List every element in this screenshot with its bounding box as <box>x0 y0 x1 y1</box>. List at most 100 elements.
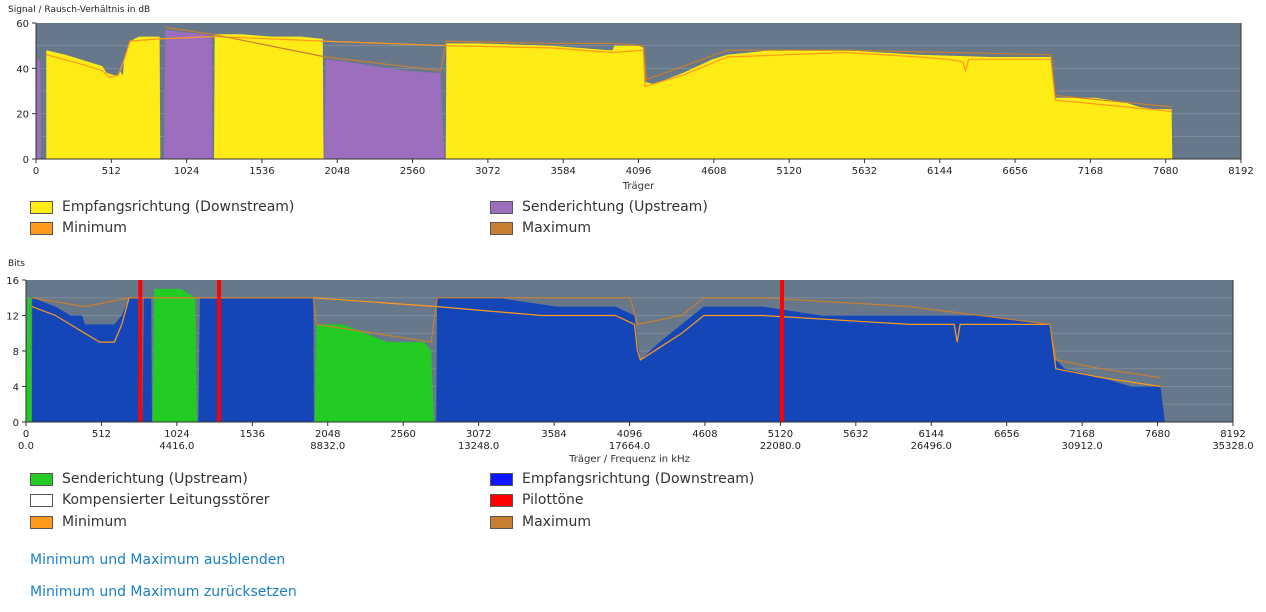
hide-minmax-link[interactable]: Minimum und Maximum ausblenden <box>30 552 286 568</box>
x-tick-label: 1536 <box>240 429 265 440</box>
freq-tick-label: 13248.0 <box>458 441 499 452</box>
x-tick-label: 7168 <box>1078 166 1103 177</box>
snr-legend-minimum-label: Minimum <box>62 220 127 236</box>
x-tick-label: 5632 <box>852 166 877 177</box>
pilot-tone-bar <box>779 280 784 422</box>
snr-legend-upstream-swatch <box>490 200 513 214</box>
series-line-3 <box>165 26 1172 108</box>
bits-legend-minimum: Minimum <box>30 513 127 531</box>
bits-legend-upstream-label: Senderichtung (Upstream) <box>62 471 248 487</box>
x-tick-label: 512 <box>92 429 111 440</box>
snr-legend-minimum-swatch <box>30 221 53 235</box>
freq-tick-label: 0.0 <box>18 441 34 452</box>
x-tick-label: 8192 <box>1220 429 1245 440</box>
snr-legend-maximum-label: Maximum <box>522 220 591 236</box>
y-tick-label: 0 <box>13 418 19 429</box>
x-tick-label: 4096 <box>626 166 651 177</box>
x-tick-label: 2560 <box>400 166 425 177</box>
x-tick-label: 2048 <box>325 166 350 177</box>
y-tick-label: 60 <box>16 19 29 30</box>
bits-legend-compensated-swatch <box>30 493 53 507</box>
x-tick-label: 0 <box>23 429 29 440</box>
x-tick-label: 3584 <box>541 429 566 440</box>
snr-legend-maximum-swatch <box>490 221 513 235</box>
pilot-tone-bar <box>217 280 222 422</box>
bits-legend-downstream: Empfangsrichtung (Downstream) <box>490 470 754 488</box>
x-tick-label: 6144 <box>927 166 952 177</box>
y-tick-label: 4 <box>13 383 19 394</box>
bits-legend-pilot-label: Pilottöne <box>522 492 584 508</box>
series-area-1 <box>36 29 445 159</box>
series-area-0 <box>46 34 1173 159</box>
freq-tick-label: 8832.0 <box>310 441 345 452</box>
x-tick-label: 512 <box>102 166 121 177</box>
x-tick-label: 2048 <box>315 429 340 440</box>
y-tick-label: 40 <box>16 64 29 75</box>
pilot-tone-bar <box>138 280 143 422</box>
y-tick-label: 8 <box>13 347 19 358</box>
y-tick-label: 12 <box>6 312 19 323</box>
x-tick-label: 4608 <box>701 166 726 177</box>
x-tick-label: 2560 <box>390 429 415 440</box>
bits-legend-maximum-label: Maximum <box>522 514 591 530</box>
snr-legend-maximum: Maximum <box>490 219 591 237</box>
bits-legend-maximum: Maximum <box>490 513 591 531</box>
reset-minmax-link[interactable]: Minimum und Maximum zurücksetzen <box>30 584 297 600</box>
snr-legend-downstream-label: Empfangsrichtung (Downstream) <box>62 199 295 215</box>
bits-legend-upstream: Senderichtung (Upstream) <box>30 470 248 488</box>
bits-legend-downstream-swatch <box>490 472 513 486</box>
bits-chart-title: Bits <box>8 259 25 269</box>
x-tick-label: 3072 <box>475 166 500 177</box>
x-tick-label: 6144 <box>919 429 944 440</box>
x-tick-label: 4608 <box>692 429 717 440</box>
x-tick-label: 5632 <box>843 429 868 440</box>
bits-legend-pilot: Pilottöne <box>490 491 584 509</box>
snr-legend-upstream: Senderichtung (Upstream) <box>490 198 708 216</box>
x-tick-label: 1536 <box>249 166 274 177</box>
bits-legend-downstream-label: Empfangsrichtung (Downstream) <box>522 471 755 487</box>
freq-tick-label: 17664.0 <box>609 441 650 452</box>
freq-tick-label: 30912.0 <box>1061 441 1102 452</box>
bits-legend-minimum-swatch <box>30 515 53 529</box>
x-tick-label: 1024 <box>164 429 189 440</box>
snr-legend-downstream-swatch <box>30 200 53 214</box>
series-line-2 <box>46 35 1172 112</box>
freq-tick-label: 22080.0 <box>760 441 801 452</box>
x-tick-label: 7680 <box>1153 166 1178 177</box>
x-axis-label: Träger <box>622 181 655 192</box>
snr-legend-upstream-label: Senderichtung (Upstream) <box>522 199 708 215</box>
x-tick-label: 6656 <box>1002 166 1027 177</box>
x-tick-label: 3072 <box>466 429 491 440</box>
bits-legend-minimum-label: Minimum <box>62 514 127 530</box>
x-axis-label: Träger / Frequenz in kHz <box>568 454 690 465</box>
freq-tick-label: 4416.0 <box>159 441 194 452</box>
x-tick-label: 4096 <box>617 429 642 440</box>
snr-legend-minimum: Minimum <box>30 219 127 237</box>
freq-tick-label: 35328.0 <box>1212 441 1253 452</box>
freq-tick-label: 26496.0 <box>911 441 952 452</box>
x-tick-label: 7680 <box>1145 429 1170 440</box>
bits-chart: 0 4 8 12 16 0 512 1024 1536 2048 2560 3072 3584 4096 4… <box>6 276 1253 465</box>
series-area-0 <box>26 288 435 422</box>
series-line-2 <box>31 297 1161 388</box>
snr-chart: 0 20 40 60 0 512 1024 1536 2048 2560 3072 3584 4096 4… <box>16 19 1253 192</box>
series-area-1 <box>31 297 1165 422</box>
series-line-3 <box>31 297 1161 379</box>
y-tick-label: 16 <box>6 276 19 287</box>
x-tick-label: 3584 <box>550 166 575 177</box>
y-tick-label: 20 <box>16 110 29 121</box>
snr-chart-title: Signal / Rausch-Verhältnis in dB <box>8 5 151 15</box>
x-tick-label: 5120 <box>776 166 801 177</box>
y-tick-label: 0 <box>23 155 29 166</box>
x-tick-label: 1024 <box>174 166 199 177</box>
x-tick-label: 0 <box>33 166 39 177</box>
x-tick-label: 8192 <box>1228 166 1253 177</box>
snr-legend-downstream: Empfangsrichtung (Downstream) <box>30 198 294 216</box>
x-tick-label: 7168 <box>1069 429 1094 440</box>
x-tick-label: 5120 <box>768 429 793 440</box>
x-tick-label: 6656 <box>994 429 1019 440</box>
bits-legend-pilot-swatch <box>490 493 513 507</box>
bits-legend-compensated: Kompensierter Leitungsstörer <box>30 491 270 509</box>
bits-legend-compensated-label: Kompensierter Leitungsstörer <box>62 492 270 508</box>
bits-legend-maximum-swatch <box>490 515 513 529</box>
